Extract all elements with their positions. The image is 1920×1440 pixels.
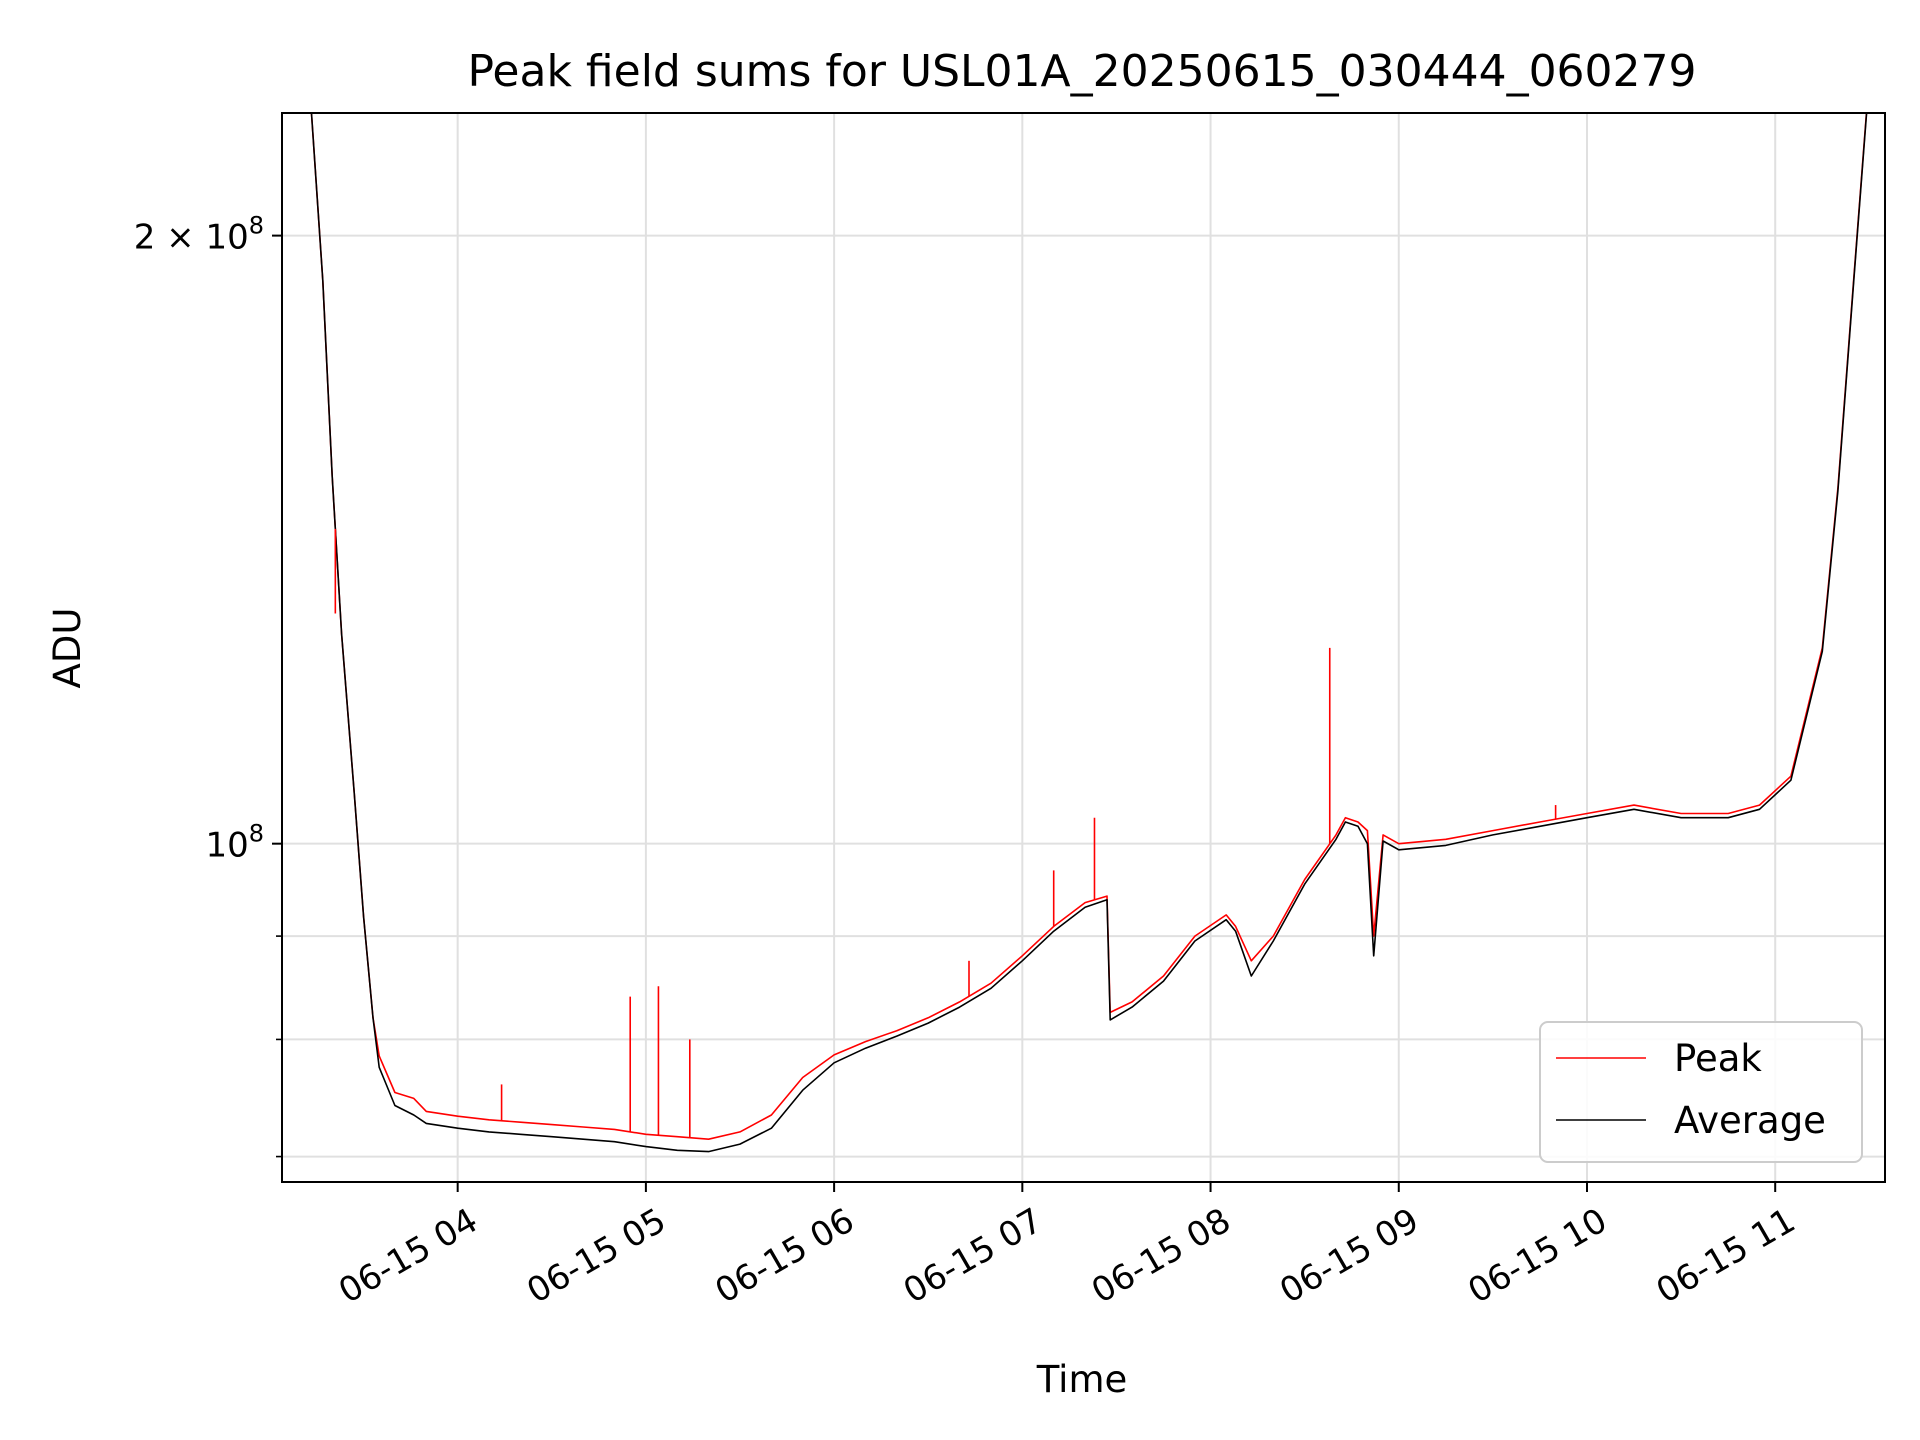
y-axis: 108 2 × 108 <box>134 212 282 1158</box>
legend-box <box>1539 1021 1863 1163</box>
plot-frame <box>281 112 1886 1183</box>
legend-label-peak: Peak <box>1674 1037 1762 1080</box>
legend-label-average: Average <box>1674 1099 1826 1142</box>
chart-title: Peak field sums for USL01A_20250615_0304… <box>467 46 1696 97</box>
series-line-average <box>310 113 1868 1153</box>
legend: Peak Average <box>1539 1021 1863 1163</box>
grid-layer <box>282 113 1885 1182</box>
y-tick-label: 108 <box>205 820 264 866</box>
series-layer <box>310 113 1868 1153</box>
x-axis-label: Time <box>1036 1358 1128 1401</box>
y-axis-label: ADU <box>46 608 89 689</box>
y-tick-label: 2 × 108 <box>134 212 264 258</box>
